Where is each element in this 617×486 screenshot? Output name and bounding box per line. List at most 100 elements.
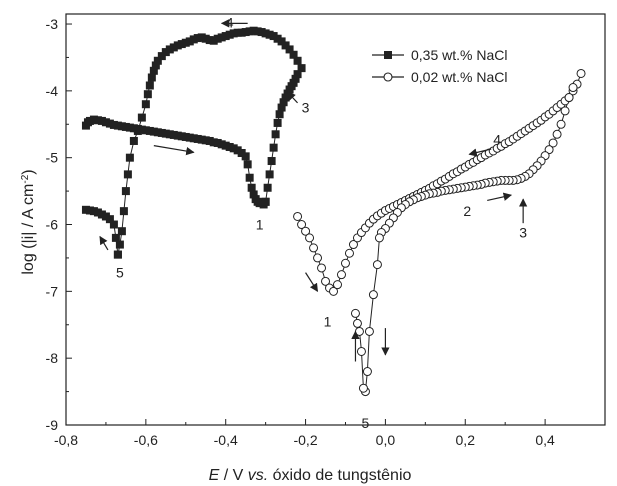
data-point-circle xyxy=(354,326,364,336)
data-point-circle xyxy=(332,280,342,290)
y-axis-title: log (|i| / A cm-2) xyxy=(20,169,38,274)
data-point-square xyxy=(261,197,270,206)
data-point-circle xyxy=(301,226,311,236)
data-point-square xyxy=(81,205,90,214)
data-point-square xyxy=(109,220,118,229)
data-point-square xyxy=(275,110,284,119)
data-point-circle xyxy=(560,106,570,116)
annotation-arrow xyxy=(153,145,195,156)
data-point-square xyxy=(133,126,142,135)
data-point-circle xyxy=(552,129,562,139)
data-point-square xyxy=(289,78,298,87)
data-point-square xyxy=(115,240,124,249)
y-tick-label: -5 xyxy=(46,150,59,166)
data-point-circle xyxy=(313,253,323,263)
data-point-square xyxy=(113,250,122,259)
data-point-square xyxy=(141,100,150,109)
series-line xyxy=(355,87,574,394)
y-tick-label: -8 xyxy=(46,350,59,366)
data-point-square xyxy=(281,41,290,50)
x-tick-label: -0,6 xyxy=(134,432,158,448)
data-point-square xyxy=(157,52,166,61)
data-point-circle xyxy=(364,326,374,336)
data-point-circle xyxy=(336,270,346,280)
data-point-square xyxy=(249,190,258,199)
data-point-square xyxy=(119,207,128,216)
x-tick-label: 0,2 xyxy=(456,432,476,448)
data-point-square xyxy=(243,160,252,169)
data-point-square xyxy=(143,90,152,99)
data-point-circle xyxy=(374,233,384,243)
data-point-circle xyxy=(297,220,307,230)
data-point-square xyxy=(129,136,138,145)
data-point-circle xyxy=(368,290,378,300)
annotation-arrow xyxy=(305,272,319,293)
data-point-square xyxy=(267,157,276,166)
annotation-labels: 4 3 1 5 4 2 3 1 5 xyxy=(116,15,527,431)
annotation-arrow xyxy=(487,192,512,202)
data-point-circle xyxy=(356,346,366,356)
annotation-label: 3 xyxy=(302,100,310,116)
data-point-circle xyxy=(344,248,354,258)
data-point-circle xyxy=(317,263,327,273)
data-point-square xyxy=(117,227,126,236)
data-point-square xyxy=(293,70,302,79)
data-point-square xyxy=(281,93,290,102)
data-point-circle xyxy=(548,138,558,148)
data-point-square xyxy=(289,50,298,59)
data-point-circle xyxy=(321,276,331,286)
annotation-label: 3 xyxy=(519,225,527,241)
data-point-circle xyxy=(564,93,574,103)
annotation-arrow xyxy=(468,148,492,157)
data-point-square xyxy=(293,56,302,65)
data-point-square xyxy=(161,48,170,57)
legend-item-0: 0,35 wt.% NaCl xyxy=(372,47,507,63)
annotation-label: 5 xyxy=(116,265,124,281)
data-point-circle xyxy=(350,308,360,318)
data-point-square xyxy=(297,64,306,73)
legend: 0,35 wt.% NaCl 0,02 wt.% NaCl xyxy=(372,47,507,85)
data-point-circle xyxy=(362,367,372,377)
plot-frame xyxy=(65,13,606,426)
y-tick-label: -9 xyxy=(46,417,59,433)
y-tick-label: -6 xyxy=(46,217,59,233)
x-tick-label: 0,0 xyxy=(376,432,396,448)
data-point-square xyxy=(273,118,282,127)
data-point-square xyxy=(241,152,250,161)
annotation-label: 5 xyxy=(362,415,370,431)
data-point-circle xyxy=(329,286,339,296)
data-point-square xyxy=(111,233,120,242)
data-point-square xyxy=(291,74,300,83)
data-point-square xyxy=(125,153,134,162)
data-point-square xyxy=(263,183,272,192)
y-axis-ticks: -9 -8 -7 -6 -5 -4 -3 xyxy=(46,16,72,433)
x-tick-label: -0,8 xyxy=(54,432,78,448)
annotation-arrow xyxy=(99,235,109,251)
data-point-circle xyxy=(556,119,566,129)
data-point-square xyxy=(245,173,254,182)
data-point-circle xyxy=(309,243,319,253)
data-point-circle xyxy=(568,83,578,93)
data-point-square xyxy=(285,45,294,54)
x-tick-label: -0,4 xyxy=(214,432,238,448)
data-point-square xyxy=(269,143,278,152)
data-point-square xyxy=(277,103,286,112)
annotation-label: 4 xyxy=(493,132,501,148)
annotation-arrows xyxy=(99,19,528,362)
x-axis-ticks: -0,8 -0,6 -0,4 -0,2 0,0 0,2 0,4 xyxy=(54,419,555,448)
y-tick-label: -3 xyxy=(46,16,59,32)
data-point-circle xyxy=(358,383,368,393)
data-point-square xyxy=(123,170,132,179)
data-point-circle xyxy=(305,233,315,243)
data-point-square xyxy=(247,183,256,192)
data-point-circle xyxy=(352,318,362,328)
x-axis-title: E / V vs. óxido de tungstênio xyxy=(209,467,412,484)
data-point-square xyxy=(121,187,130,196)
series-0 xyxy=(81,26,306,259)
legend-item-1: 0,02 wt.% NaCl xyxy=(372,69,507,85)
legend-marker-square xyxy=(384,51,392,59)
data-point-square xyxy=(145,81,154,90)
series-layer xyxy=(81,26,586,397)
legend-label-0: 0,35 wt.% NaCl xyxy=(411,47,507,63)
